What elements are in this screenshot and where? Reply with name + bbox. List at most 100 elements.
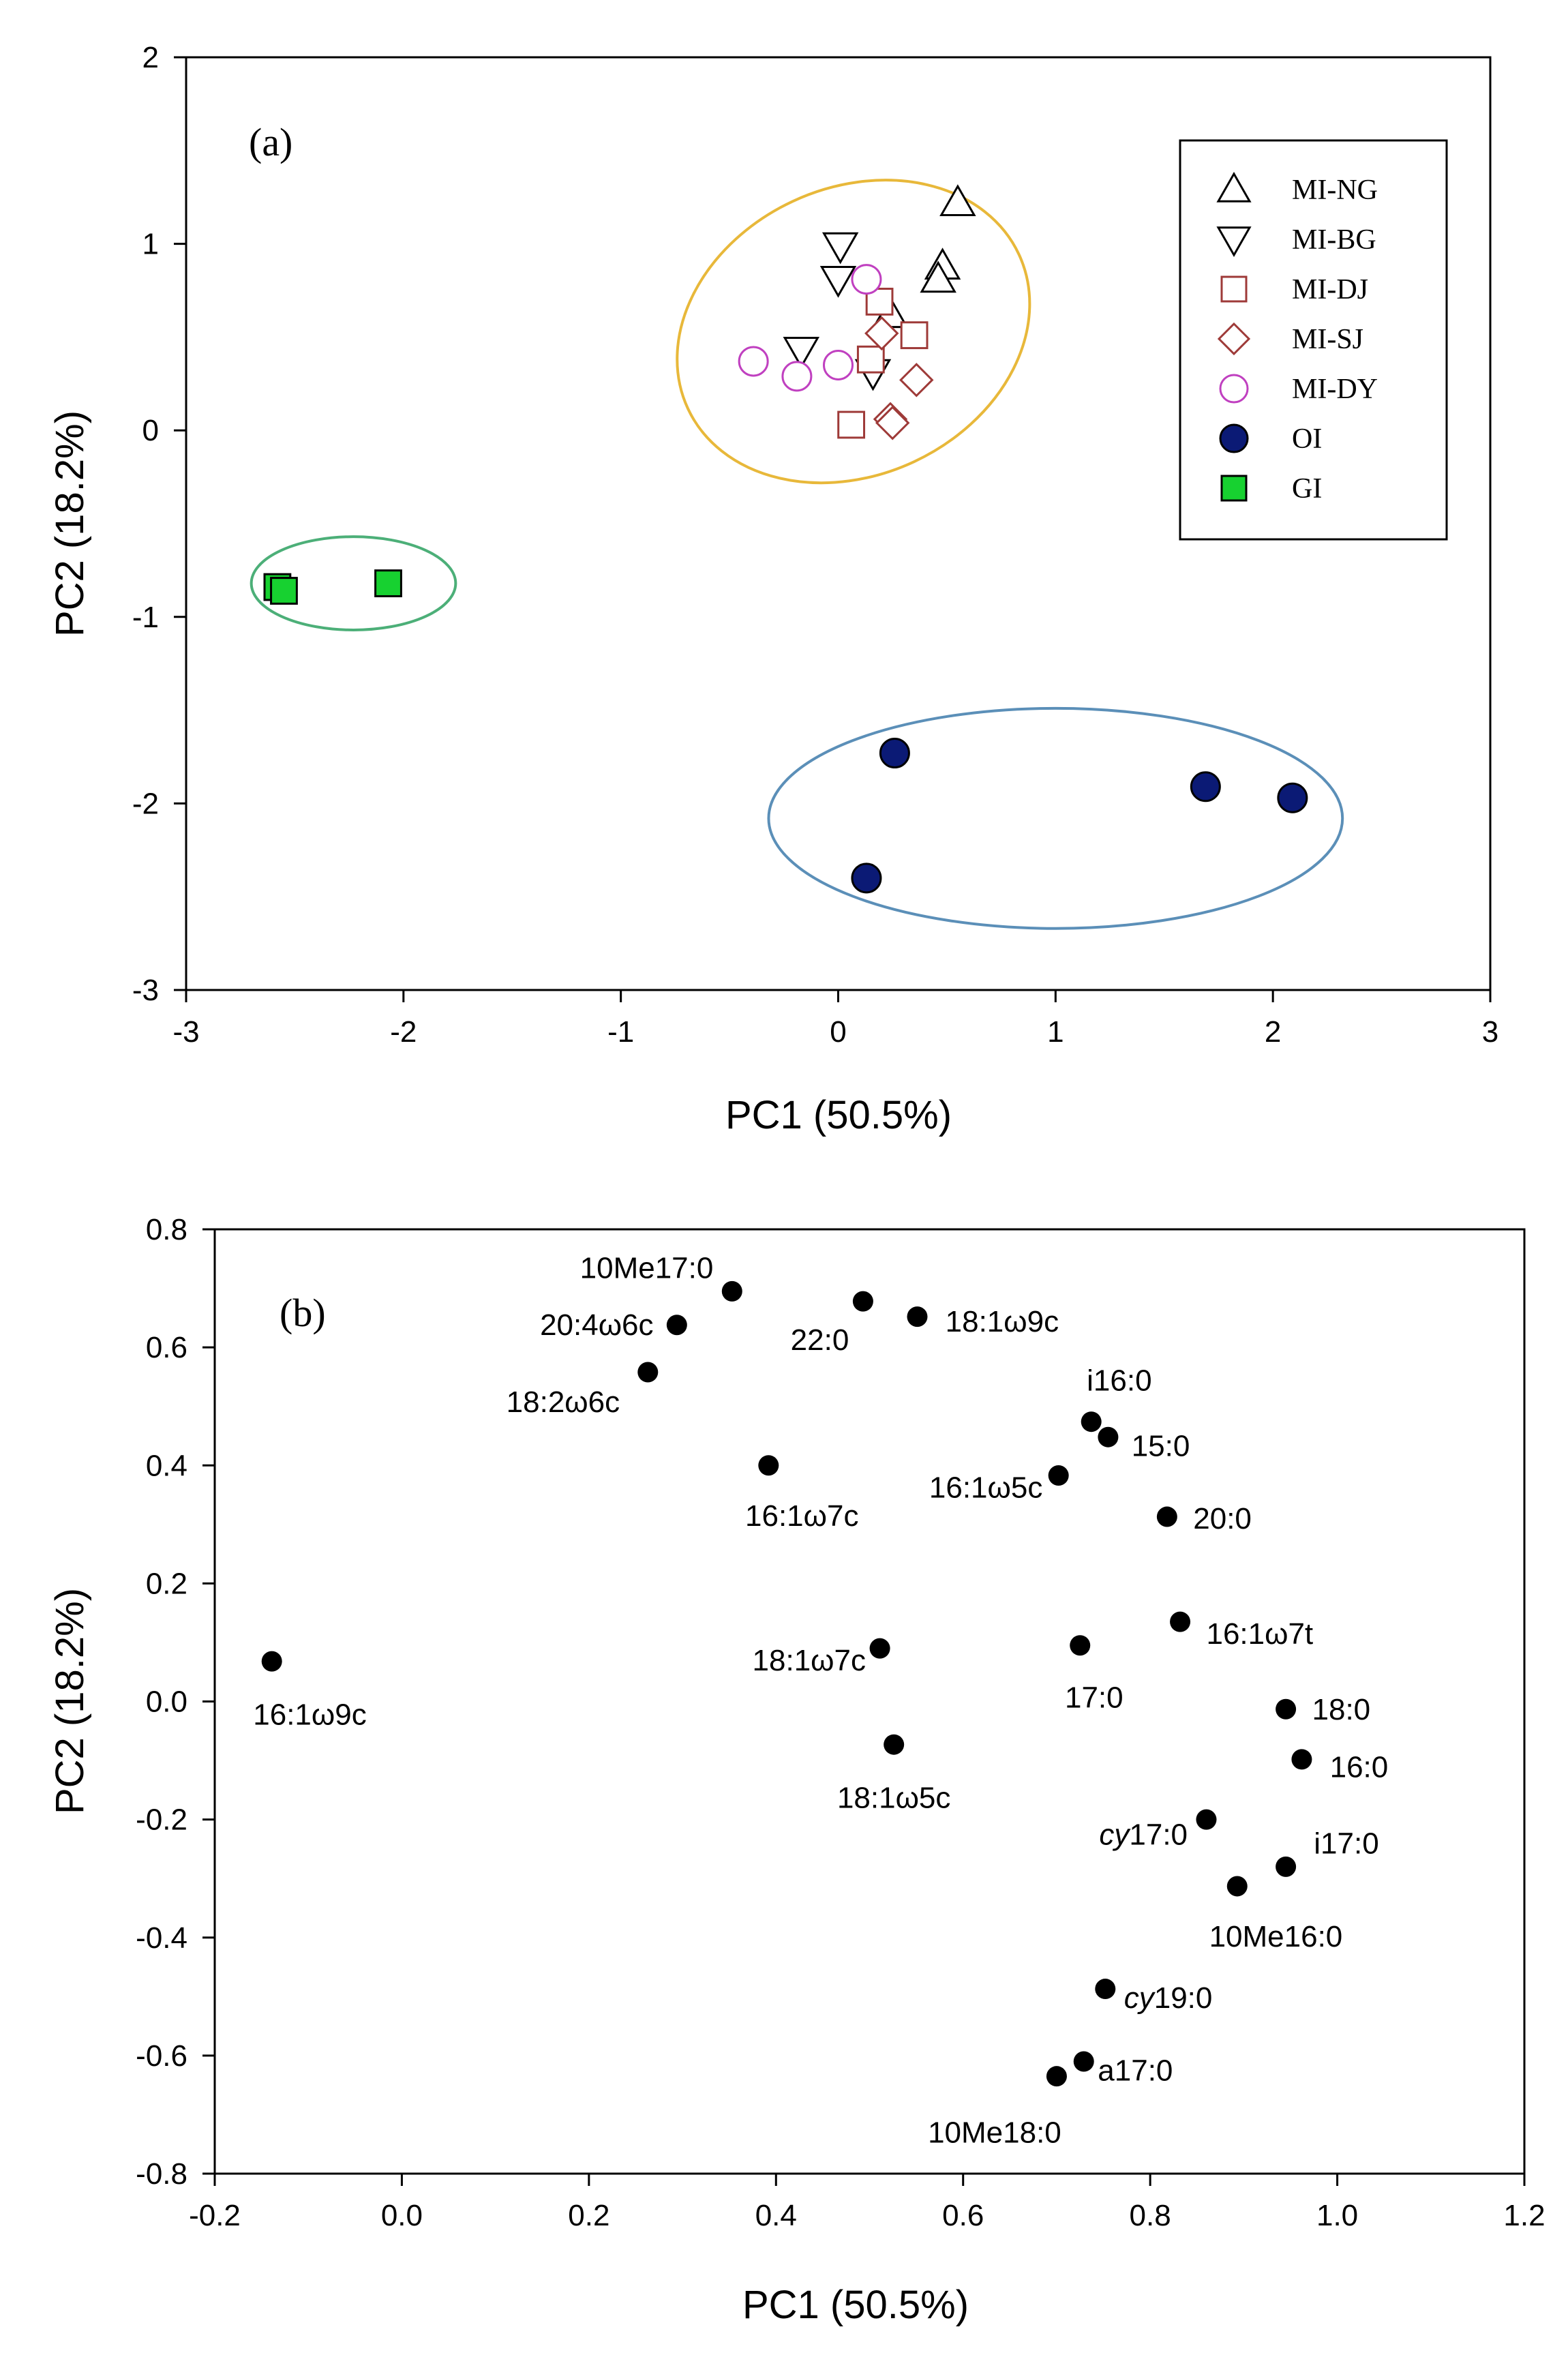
point-label-16-1-7c: 16:1ω7c <box>745 1499 858 1533</box>
point-18-0 <box>1276 1698 1297 1720</box>
point-label-i16-0: i16:0 <box>1087 1364 1151 1398</box>
legend-marker-mi-bg <box>1216 226 1252 258</box>
panel-a-y-tick-label: 0 <box>142 414 159 447</box>
point-label-20-0: 20:0 <box>1193 1502 1252 1535</box>
panel-b-y-tick-label: 0.6 <box>146 1331 187 1364</box>
panel-b-y-axis-title: PC2 (18.2%) <box>48 1588 92 1814</box>
legend: MI-NG MI-BG MI-DJ MI-SJ MI-DY OI GI <box>1179 139 1448 541</box>
point-oi <box>851 862 882 894</box>
panel-a-x-tick-label: -1 <box>607 1015 634 1049</box>
panel-a: -3 -2 -1 0 1 2 3 2 1 0 -1 -2 -3 (a) PC1 (50.5%) PC2… <box>48 41 1498 1137</box>
panel-a-y-tick-label: -3 <box>132 974 159 1007</box>
legend-label-mi-dj: MI-DJ <box>1292 274 1368 305</box>
point-10me17-0 <box>721 1280 742 1302</box>
point-i16-0 <box>1081 1411 1102 1432</box>
point-cy19-0 <box>1095 1979 1116 2000</box>
panel-a-x-tick-label: -2 <box>390 1015 417 1049</box>
panel-a-label: (a) <box>249 120 292 164</box>
panel-b-x-tick-label: 0.8 <box>1130 2199 1171 2232</box>
panel-a-y-axis: 2 1 0 -1 -2 -3 <box>132 41 186 1007</box>
ellipse-mi <box>676 179 1031 485</box>
point-label-18-1-5c: 18:1ω5c <box>837 1782 950 1815</box>
point-16-0 <box>1291 1749 1312 1770</box>
point-20-4-6c <box>666 1315 687 1336</box>
point-17-0 <box>1070 1635 1091 1656</box>
panel-b-y-tick-label: -0.4 <box>136 1921 187 1955</box>
legend-marker-gi <box>1220 475 1248 502</box>
point-oi <box>1277 782 1308 813</box>
point-label-16-1-9c: 16:1ω9c <box>253 1698 366 1732</box>
panel-b-x-axis-title: PC1 (50.5%) <box>742 2283 969 2327</box>
panel-a-y-tick-label: 2 <box>142 41 159 74</box>
panel-a-x-tick-label: 2 <box>1265 1015 1281 1049</box>
point-16-1-7c <box>758 1455 779 1476</box>
panel-a-points <box>263 184 1308 894</box>
panel-a-y-tick-label: -1 <box>132 601 159 634</box>
panel-a-x-axis: -3 -2 -1 0 1 2 3 <box>172 990 1498 1049</box>
point-label-22-0: 22:0 <box>791 1323 849 1357</box>
panel-a-x-tick-label: 3 <box>1482 1015 1498 1049</box>
point-label-cy19-0: cy19:0 <box>1124 1981 1213 2015</box>
panel-a-x-tick-label: -3 <box>172 1015 199 1049</box>
panel-a-y-axis-title: PC2 (18.2%) <box>48 410 92 637</box>
panel-b: -0.2 0.0 0.2 0.4 0.6 0.8 1.0 1.2 0.80.60.40.20.… <box>48 1213 1546 2327</box>
panel-b-y-tick-label: 0.2 <box>146 1567 187 1600</box>
panel-a-x-tick-label: 0 <box>830 1015 846 1049</box>
legend-marker-mi-dj <box>1220 275 1248 303</box>
legend-box <box>1179 139 1448 541</box>
panel-a-y-tick-label: 1 <box>142 228 159 261</box>
point-mi-sj <box>899 363 934 397</box>
point-mi-ng <box>920 260 956 293</box>
point-label-10me18-0: 10Me18:0 <box>928 2116 1061 2149</box>
panel-a-ellipses <box>250 179 1344 930</box>
point-oi <box>1190 771 1221 802</box>
point-label-18-2-6c: 18:2ω6c <box>507 1385 620 1419</box>
legend-marker-mi-sj <box>1217 322 1251 356</box>
point-mi-dy <box>851 264 882 295</box>
legend-marker-oi <box>1219 423 1249 453</box>
point-mi-dj <box>856 345 885 374</box>
point-label-15-0: 15:0 <box>1132 1430 1190 1463</box>
panel-a-y-tick-label: -2 <box>132 787 159 820</box>
legend-label-mi-sj: MI-SJ <box>1292 324 1363 355</box>
panel-b-x-tick-label: -0.2 <box>189 2199 241 2232</box>
point-18-2-6c <box>637 1362 659 1383</box>
point-mi-dj <box>837 410 866 439</box>
point-label-i17-0: i17:0 <box>1314 1827 1378 1860</box>
point-label-16-1-5c: 16:1ω5c <box>929 1471 1042 1504</box>
point-label-10me16-0: 10Me16:0 <box>1209 1920 1343 1953</box>
point-label-10me17-0: 10Me17:0 <box>580 1251 714 1285</box>
panel-a-x-axis-title: PC1 (50.5%) <box>725 1093 952 1137</box>
panel-b-y-tick-label: -0.2 <box>136 1803 187 1837</box>
panel-b-y-tick-label: 0.0 <box>146 1685 187 1719</box>
legend-label-gi: GI <box>1292 473 1322 505</box>
point-mi-bg <box>821 232 859 265</box>
point-10me16-0 <box>1226 1876 1248 1897</box>
point-label-18-0: 18:0 <box>1312 1693 1371 1726</box>
panel-b-x-tick-label: 0.6 <box>942 2199 984 2232</box>
point-18-1-9c <box>907 1306 928 1328</box>
point-i17-0 <box>1276 1856 1297 1877</box>
point-mi-sj <box>875 406 910 440</box>
point-label-17-0: 17:0 <box>1065 1681 1124 1714</box>
panel-b-label: (b) <box>280 1291 326 1335</box>
legend-marker-mi-dy <box>1219 374 1249 404</box>
ellipse-oi <box>767 706 1344 930</box>
panel-b-x-tick-label: 1.0 <box>1316 2199 1358 2232</box>
point-label-18-1-7c: 18:1ω7c <box>753 1644 866 1677</box>
point-22-0 <box>852 1291 873 1312</box>
point-mi-sj <box>864 316 899 351</box>
point-oi <box>879 738 910 769</box>
panel-b-y-tick-label: -0.8 <box>136 2157 187 2191</box>
panel-b-y-axis: 0.8 0.6 0.4 0.2 0.0 -0.2 -0.4 -0.6 -0.8 <box>136 1213 215 2191</box>
point-gi <box>270 577 298 605</box>
point-label-16-1-7t: 16:1ω7t <box>1206 1617 1313 1651</box>
panel-b-x-tick-label: 0.0 <box>381 2199 423 2232</box>
point-gi <box>374 569 402 597</box>
panel-b-x-tick-label: 0.4 <box>755 2199 797 2232</box>
point-label-20-4-6c: 20:4ω6c <box>540 1308 653 1342</box>
point-16-1-7t <box>1170 1611 1191 1632</box>
point-mi-ng <box>939 184 976 217</box>
legend-label-oi: OI <box>1292 423 1322 455</box>
